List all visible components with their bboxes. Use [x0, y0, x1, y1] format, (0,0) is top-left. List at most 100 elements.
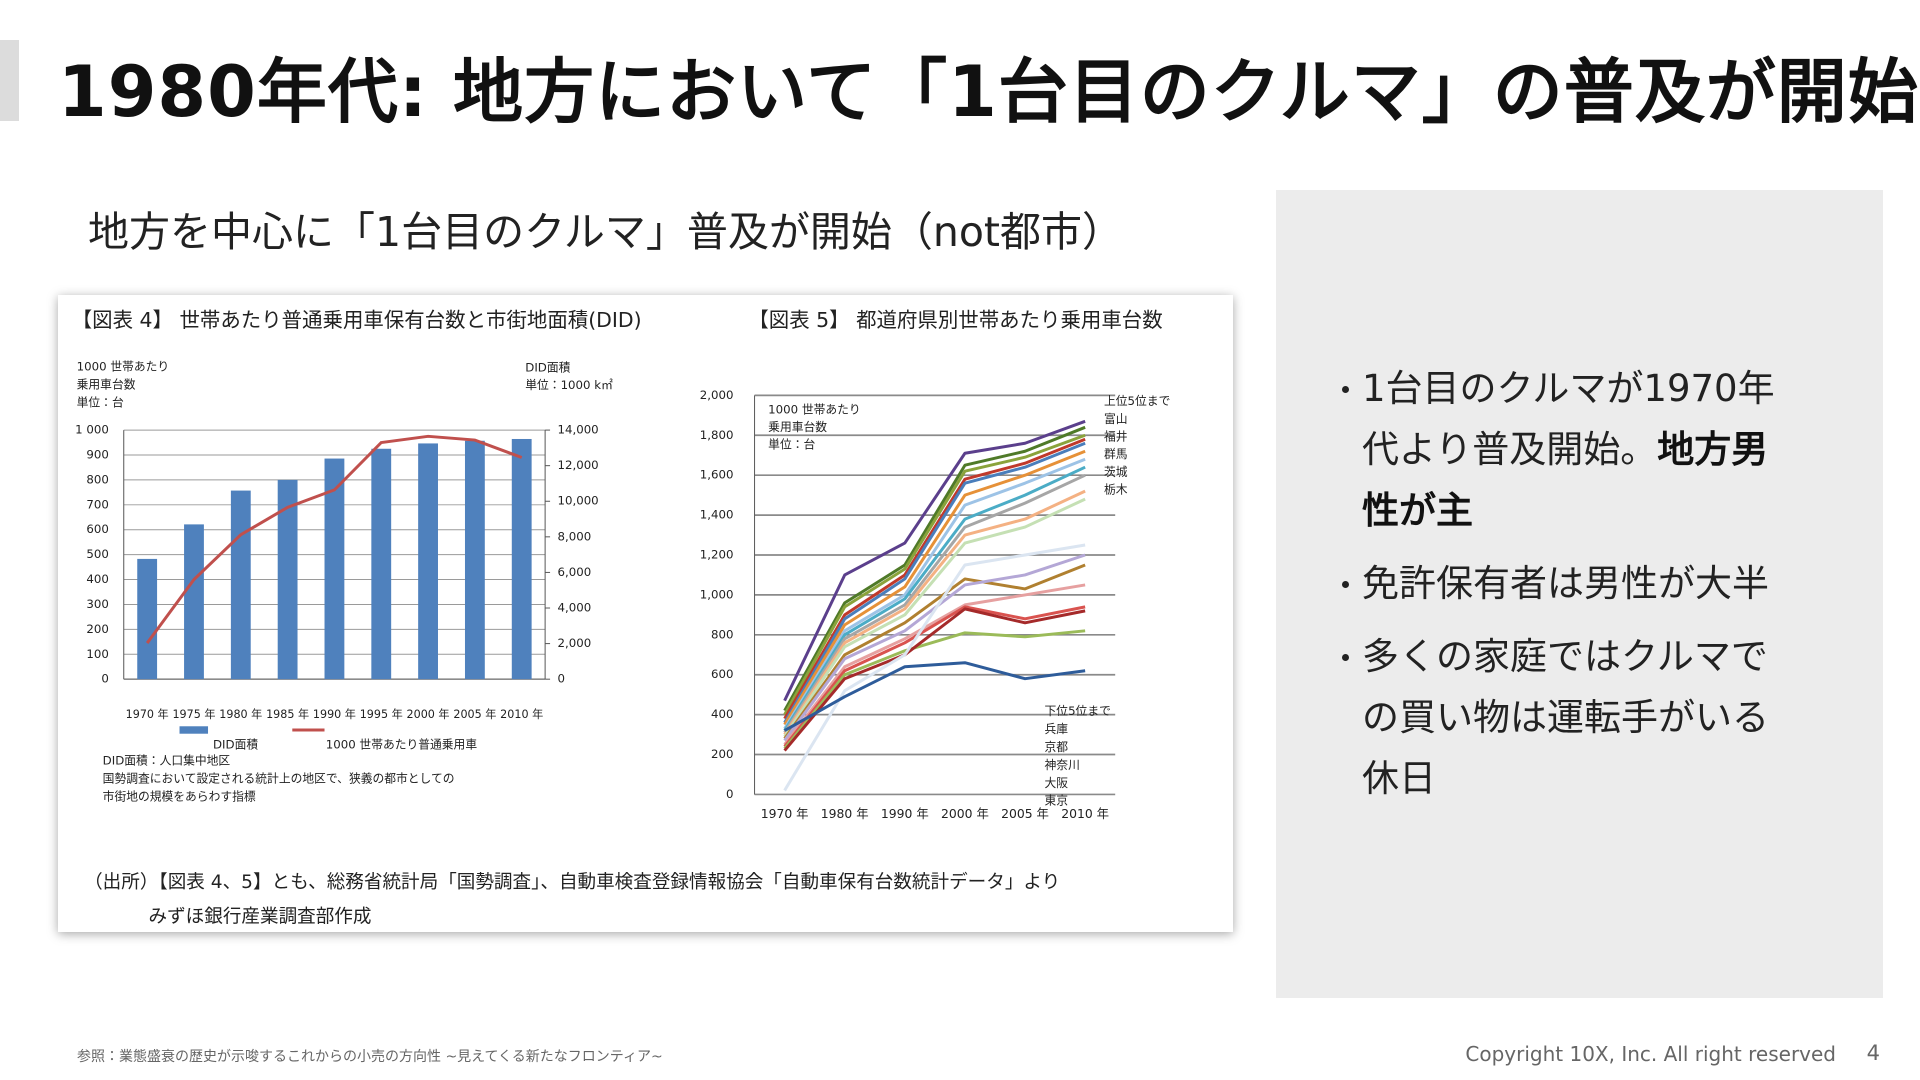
y-tick-label: 400 [86, 572, 108, 586]
annotation: 兵庫 [1045, 722, 1069, 736]
y2-tick-label: 6,000 [558, 565, 592, 579]
line [783, 437, 1086, 720]
reference: 参照：業態盛衰の歴史が示唆するこれからの小売の方向性 ~見えてくる新たなフロンテ… [77, 1049, 663, 1065]
bullet-text: 1台目のクルマが1970年代より普及開始。 [1362, 367, 1775, 471]
legend-swatch [179, 726, 209, 734]
bullet: 免許保有者は男性が大半 [1340, 553, 1790, 614]
y-tick-label: 400 [711, 707, 733, 721]
y-tick-label: 1,000 [700, 587, 734, 601]
chart-title: 【図表 5】 都道府県別世帯あたり乗用車台数 [748, 308, 1162, 332]
annotation: 東京 [1045, 794, 1069, 808]
line [783, 489, 1086, 736]
x-tick-label: 1980 年 [821, 806, 869, 821]
chart-title: 【図表 4】 世帯あたり普通乗用車保有台数と市街地面積(DID) [72, 308, 642, 332]
y2-tick-label: 2,000 [558, 636, 592, 650]
line [783, 433, 1086, 716]
y2-tick-label: 8,000 [558, 529, 592, 543]
line [783, 449, 1086, 726]
chart-note: 国勢調査において設定される統計上の地区で、狭義の都市としての [103, 771, 455, 785]
y2-axis-label: 単位：1000 k㎡ [525, 378, 613, 392]
annotation: 京都 [1045, 740, 1069, 754]
side-panel [1276, 190, 1883, 998]
bullet-dot [1342, 581, 1349, 588]
line [783, 441, 1086, 724]
x-tick-label: 1990 年 [881, 806, 929, 821]
line [783, 419, 1086, 702]
annotation: 茨城 [1104, 465, 1128, 479]
bar [324, 458, 345, 680]
y-tick-label: 2,000 [700, 388, 734, 402]
line [783, 629, 1086, 750]
y2-tick-label: 0 [558, 672, 566, 686]
y-axis-label: 乗用車台数 [768, 420, 827, 434]
slide-title: 1980年代: 地方において「1台目のクルマ」の普及が開始 [58, 51, 1919, 133]
bullet: 多くの家庭ではクルマでの買い物は運転手がいる休日 [1340, 626, 1790, 809]
y-tick-label: 600 [711, 667, 733, 681]
x-tick-label: 2005 年 [1001, 806, 1049, 821]
bullet-text: 多くの家庭ではクルマでの買い物は運転手がいる休日 [1362, 635, 1769, 800]
bar [137, 558, 158, 680]
line [783, 473, 1086, 734]
source-note: （出所）【図表 4、5】とも、総務省統計局「国勢調査」、自動車検査登録情報協会「… [84, 872, 1060, 893]
x-tick-label: 2000 年 [407, 707, 450, 721]
y-tick-label: 1,200 [700, 548, 734, 562]
line [783, 605, 1086, 748]
x-tick-label: 1995 年 [360, 707, 403, 721]
annotation: 神奈川 [1045, 758, 1080, 772]
x-tick-label: 1980 年 [219, 707, 262, 721]
y-tick-label: 1,400 [700, 508, 734, 522]
bullet-dot [1342, 386, 1349, 393]
y-axis-label: 単位：台 [77, 395, 124, 409]
page-number: 4 [1866, 1041, 1880, 1065]
bar [277, 479, 298, 680]
x-tick-label: 1970 年 [761, 806, 809, 821]
figure: 【図表 4】 世帯あたり普通乗用車保有台数と市街地面積(DID) 【図表 5】 … [58, 295, 1233, 932]
bullet: 1台目のクルマが1970年代より普及開始。地方男性が主 [1340, 358, 1790, 541]
annotation: 上位5位まで [1104, 394, 1170, 408]
legend-label: 1000 世帯あたり普通乗用車 [326, 737, 478, 751]
line [783, 543, 1086, 792]
line [783, 661, 1086, 732]
y-tick-label: 500 [86, 547, 108, 561]
y-tick-label: 700 [86, 497, 108, 511]
annotation: 栃木 [1104, 483, 1128, 497]
bar [371, 448, 392, 680]
bullet-bold: 地方男性が主 [1362, 428, 1769, 532]
x-tick-label: 1990 年 [313, 707, 356, 721]
x-tick-label: 2010 年 [1061, 806, 1109, 821]
y-tick-label: 800 [711, 627, 733, 641]
y-tick-label: 1 000 [75, 423, 109, 437]
line [783, 607, 1086, 752]
chart-note: DID面積：人口集中地区 [103, 753, 231, 767]
legend-label: DID面積 [213, 737, 258, 751]
y2-tick-label: 12,000 [558, 458, 599, 472]
y-tick-label: 1,800 [700, 428, 734, 442]
y-tick-label: 0 [101, 672, 109, 686]
bullet-dot [1342, 654, 1349, 661]
annotation: 福井 [1104, 430, 1128, 444]
line [783, 497, 1086, 738]
line [145, 434, 523, 644]
bar [511, 438, 532, 680]
y2-tick-label: 4,000 [558, 601, 592, 615]
y-tick-label: 0 [726, 787, 734, 801]
line [783, 457, 1086, 730]
bar [230, 490, 251, 680]
source-note: みずほ銀行産業調査部作成 [149, 907, 372, 928]
y2-axis-label: DID面積 [525, 361, 570, 375]
y-tick-label: 600 [86, 522, 108, 536]
y-axis-label: 単位：台 [768, 437, 815, 451]
chart-note: 市街地の規模をあらわす指標 [103, 789, 256, 803]
line [783, 583, 1086, 746]
x-tick-label: 2000 年 [941, 806, 989, 821]
copyright: Copyright 10X, Inc. All right reserved [1465, 1042, 1836, 1066]
slide-subtitle: 地方を中心に「1台目のクルマ」普及が開始（not都市） [88, 208, 1123, 256]
bar [418, 443, 438, 680]
y2-tick-label: 10,000 [558, 494, 599, 508]
x-tick-label: 1975 年 [172, 707, 215, 721]
annotation: 富山 [1104, 412, 1128, 426]
x-tick-label: 2005 年 [453, 707, 496, 721]
bullet-list: 1台目のクルマが1970年代より普及開始。地方男性が主 免許保有者は男性が大半 … [1340, 358, 1790, 821]
bar [184, 524, 204, 680]
